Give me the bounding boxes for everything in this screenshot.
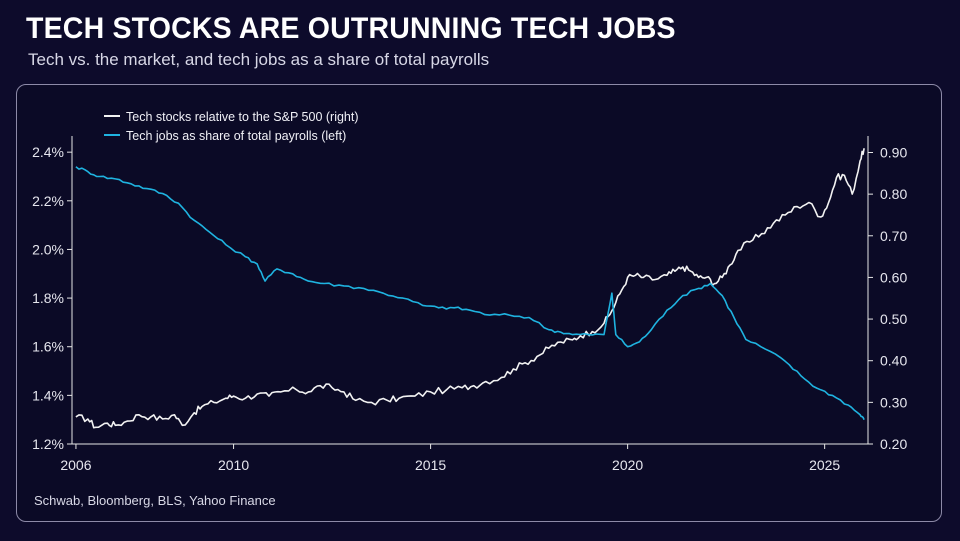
legend-label: Tech stocks relative to the S&P 500 (rig… (126, 110, 359, 124)
y-left-tick-label: 1.6% (32, 339, 64, 355)
y-right-tick-label: 0.40 (880, 353, 907, 369)
y-right-tick-label: 0.70 (880, 228, 907, 244)
x-tick-label: 2020 (612, 457, 643, 473)
source-note: Schwab, Bloomberg, BLS, Yahoo Finance (34, 493, 276, 508)
y-left-tick-label: 1.4% (32, 387, 64, 403)
series-line-tech-jobs (75, 166, 865, 421)
chart-panel (16, 84, 942, 522)
series-line-tech-stocks (75, 148, 865, 429)
page-subtitle: Tech vs. the market, and tech jobs as a … (28, 50, 490, 69)
y-right-tick-label: 0.60 (880, 269, 907, 285)
y-left-tick-label: 1.8% (32, 290, 64, 306)
y-right-tick-label: 0.20 (880, 436, 907, 452)
y-left-tick-label: 1.2% (32, 436, 64, 452)
y-right-tick-label: 0.50 (880, 311, 907, 327)
y-left-tick-label: 2.0% (32, 241, 64, 257)
y-right-tick-label: 0.90 (880, 144, 907, 160)
x-tick-label: 2006 (60, 457, 91, 473)
legend-label: Tech jobs as share of total payrolls (le… (126, 129, 346, 143)
y-left-tick-label: 2.2% (32, 193, 64, 209)
x-tick-label: 2010 (218, 457, 249, 473)
y-right-tick-label: 0.80 (880, 186, 907, 202)
page-title: TECH STOCKS ARE OUTRUNNING TECH JOBS (26, 12, 676, 45)
x-tick-label: 2015 (415, 457, 446, 473)
y-left-tick-label: 2.4% (32, 144, 64, 160)
x-tick-label: 2025 (809, 457, 840, 473)
y-right-tick-label: 0.30 (880, 394, 907, 410)
